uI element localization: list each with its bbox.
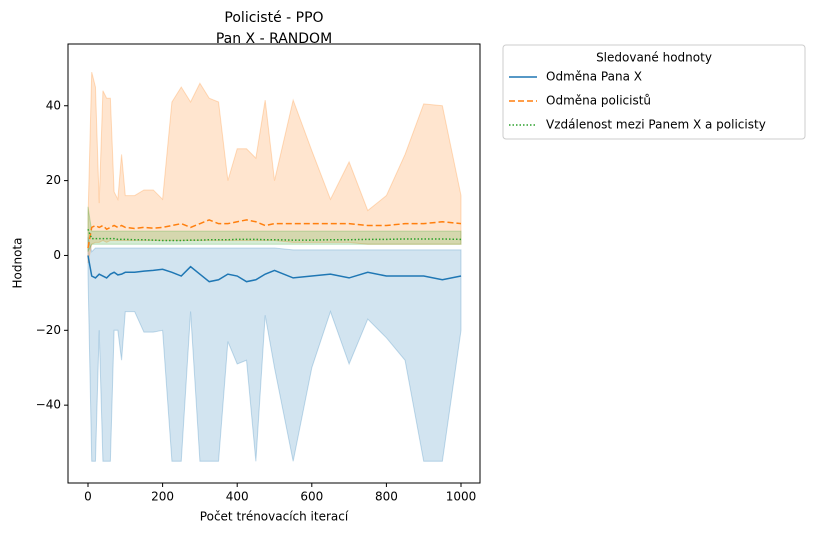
x-tick-label: 400 bbox=[226, 490, 249, 504]
x-tick-label: 800 bbox=[375, 490, 398, 504]
x-tick-label: 200 bbox=[151, 490, 174, 504]
x-tick-label: 1000 bbox=[446, 490, 477, 504]
axes-frame bbox=[67, 43, 481, 484]
line bbox=[87, 219, 462, 249]
y-axis-label: Hodnota bbox=[11, 238, 25, 289]
y-tick-label: −40 bbox=[36, 398, 61, 412]
y-tick-label: 20 bbox=[46, 173, 61, 187]
x-tick-label: 600 bbox=[300, 490, 323, 504]
y-tick-label: 0 bbox=[53, 248, 61, 262]
chart-subtitle: Pan X - RANDOM bbox=[216, 31, 332, 47]
confidence-band bbox=[87, 206, 462, 252]
legend-title: Sledované hodnoty bbox=[596, 51, 712, 65]
legend-label: Odměna policistů bbox=[546, 94, 651, 108]
line bbox=[87, 255, 462, 283]
chart-title: Policisté - PPO bbox=[224, 10, 323, 26]
confidence-band bbox=[87, 236, 462, 462]
plot-area bbox=[87, 71, 462, 462]
y-tick-label: −20 bbox=[36, 323, 61, 337]
x-axis-label: Počet trénovacích iterací bbox=[200, 510, 349, 524]
legend-box bbox=[502, 44, 806, 140]
legend-label: Vzdálenost mezi Panem X a policisty bbox=[546, 118, 766, 132]
x-tick-label: 0 bbox=[84, 490, 92, 504]
y-tick-label: 40 bbox=[46, 98, 61, 112]
line bbox=[87, 228, 462, 242]
legend-label: Odměna Pana X bbox=[546, 70, 642, 84]
